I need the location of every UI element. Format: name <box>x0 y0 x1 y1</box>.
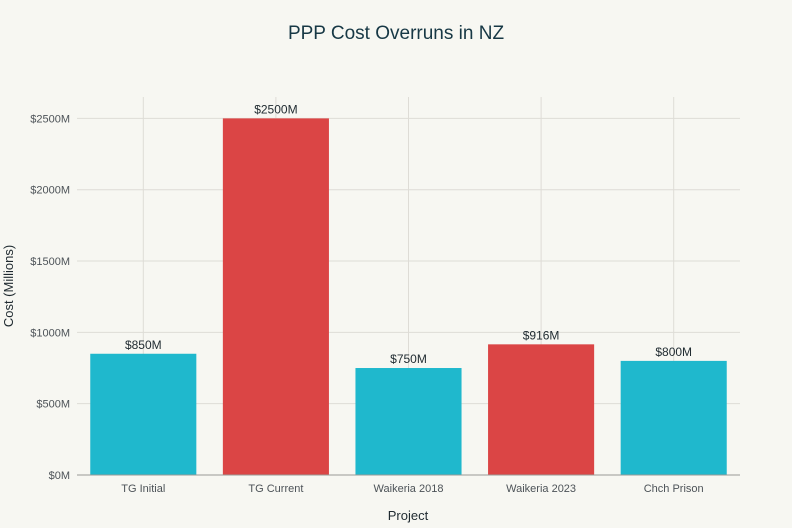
y-tick-label: $1000M <box>30 327 70 339</box>
x-tick-label: TG Current <box>248 483 303 495</box>
bar[interactable] <box>222 118 329 475</box>
x-axis-title: Project <box>388 508 429 523</box>
bar[interactable] <box>355 368 462 475</box>
x-tick-label: Chch Prison <box>644 483 704 495</box>
bar-value-label: $750M <box>390 352 427 366</box>
bar-value-label: $850M <box>125 338 162 352</box>
y-tick-label: $500M <box>36 399 70 411</box>
bar[interactable] <box>488 344 595 475</box>
bars <box>90 118 727 475</box>
y-tick-label: $1500M <box>30 256 70 268</box>
y-axis-ticks: $0M $500M $1000M $1500M $2000M $2500M <box>30 113 70 482</box>
bar[interactable] <box>90 353 197 475</box>
x-tick-label: Waikeria 2023 <box>506 483 576 495</box>
y-axis-title: Cost (Millions) <box>1 245 16 327</box>
data-labels: $850M $2500M $750M $916M $800M <box>125 102 692 366</box>
y-tick-label: $0M <box>49 470 70 482</box>
y-tick-label: $2500M <box>30 113 70 125</box>
x-tick-label: Waikeria 2018 <box>374 483 444 495</box>
x-axis-ticks: TG Initial TG Current Waikeria 2018 Waikeri… <box>121 483 703 495</box>
y-tick-label: $2000M <box>30 185 70 197</box>
bar-value-label: $916M <box>523 328 560 342</box>
x-tick-label: TG Initial <box>121 483 165 495</box>
bar-value-label: $800M <box>655 345 692 359</box>
bar-value-label: $2500M <box>254 102 297 116</box>
bar[interactable] <box>620 360 727 475</box>
chart-title: PPP Cost Overruns in NZ <box>288 23 505 44</box>
